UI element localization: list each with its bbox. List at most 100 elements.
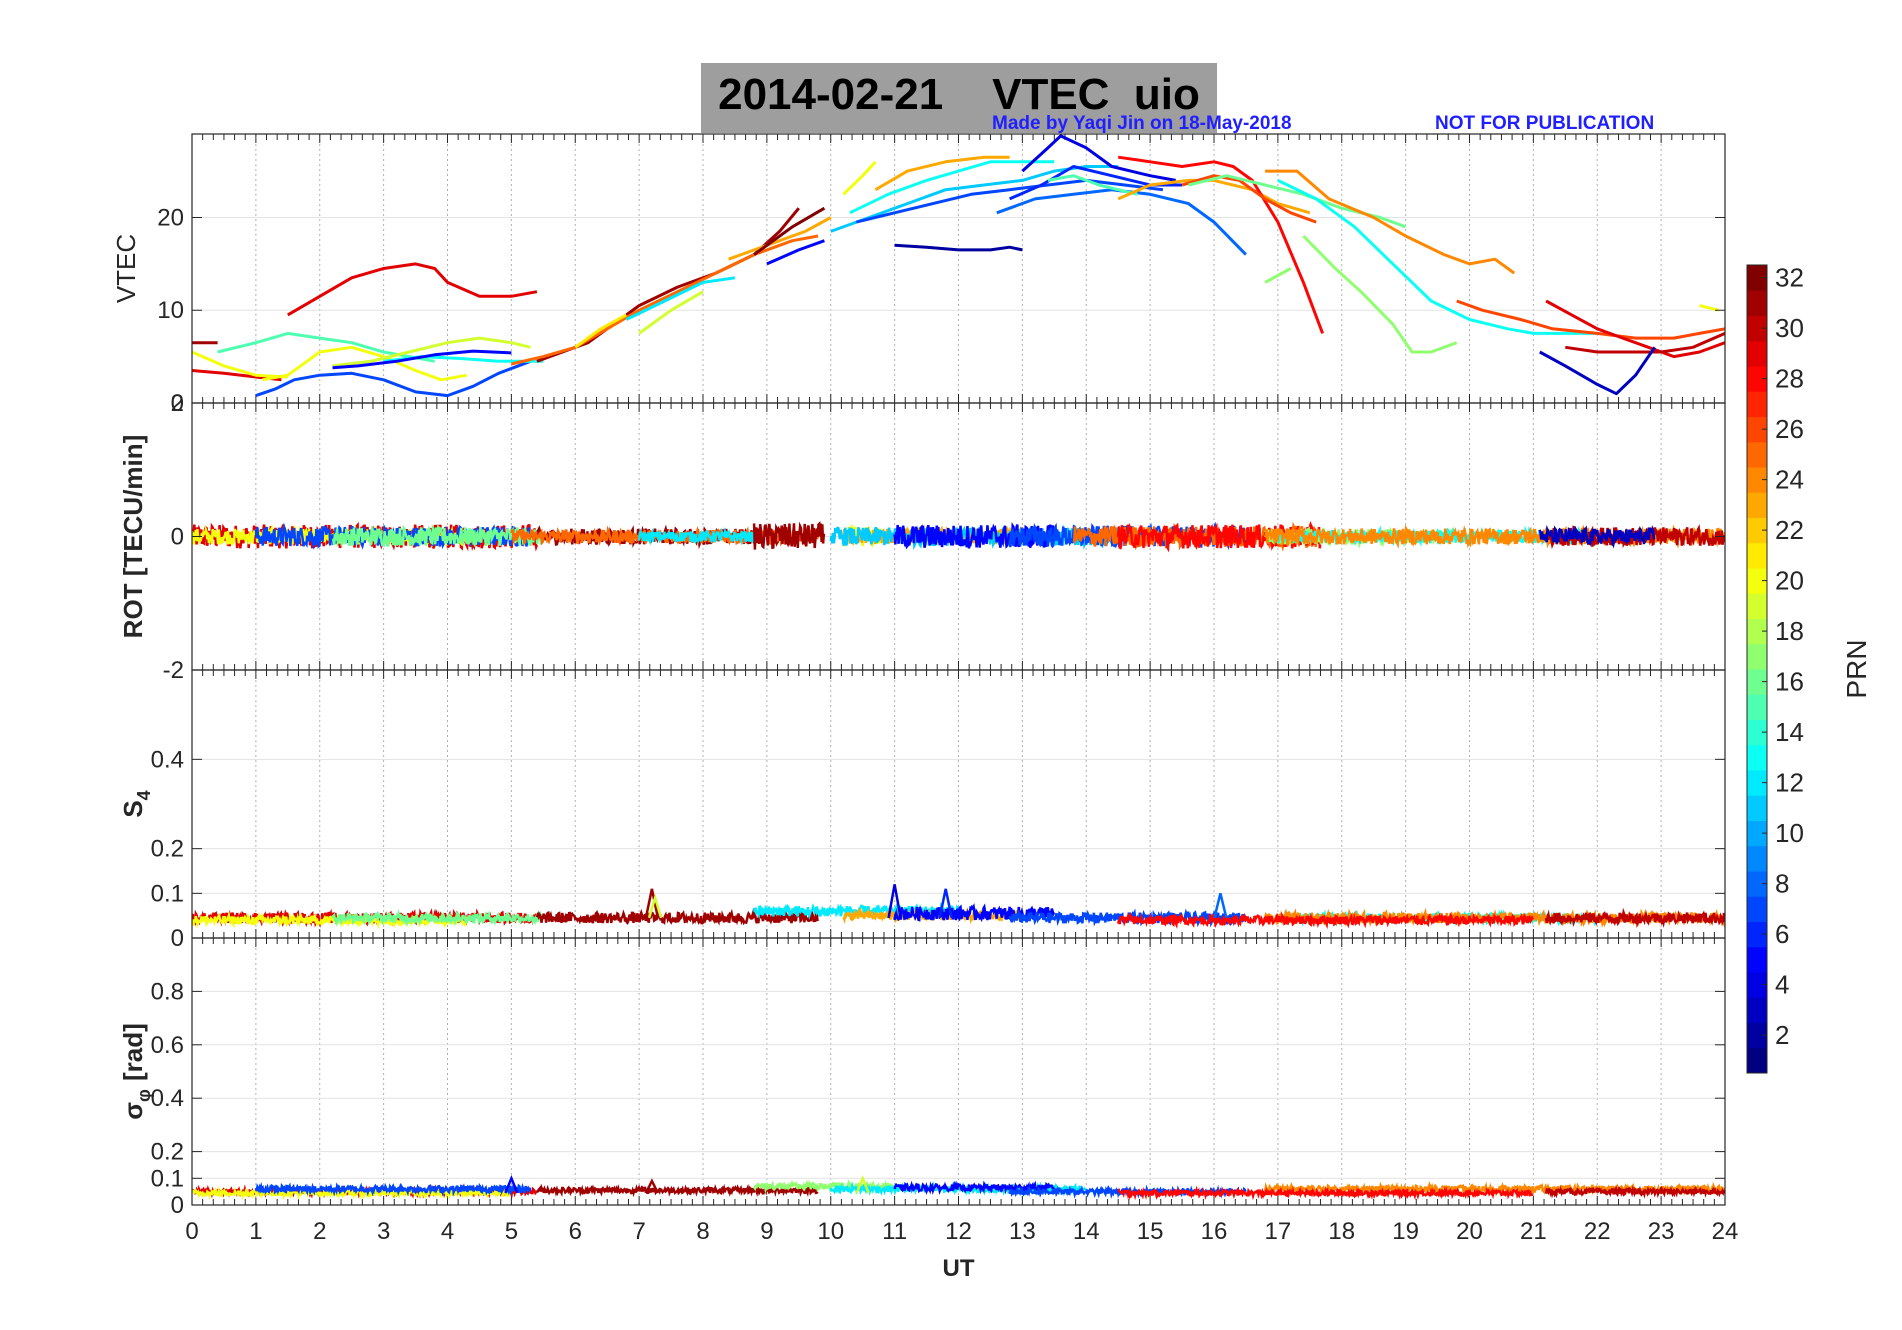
- vtec-series-prn-7: [855, 178, 1164, 224]
- vtec-series-prn-20: [842, 160, 877, 196]
- vtec-series-prn-17: [1302, 234, 1458, 354]
- colorbar-swatch: [1747, 366, 1767, 392]
- y-tick-label: 0: [171, 925, 184, 952]
- x-tick-label: 3: [377, 1218, 390, 1245]
- colorbar-swatch: [1747, 517, 1767, 544]
- title-date: 2014-02-21: [718, 70, 944, 119]
- colorbar-swatch: [1747, 719, 1767, 746]
- y-axis-label: σφ[rad]: [118, 1023, 154, 1119]
- colorbar-frame: [1746, 264, 1768, 1074]
- vtec-series-prn-15: [1047, 174, 1138, 196]
- vtec-series-prn-26: [1456, 299, 1725, 340]
- y-tick-label: 0.4: [151, 1085, 184, 1112]
- sigma-series-prn-7: [254, 1181, 532, 1197]
- sigma-spike-prn-5: [504, 1174, 519, 1194]
- colorbar-tick-label: 26: [1775, 414, 1804, 444]
- vtec-series-prn-2: [894, 243, 1023, 252]
- x-axis-label: UT: [943, 1255, 975, 1282]
- colorbar-swatch: [1747, 972, 1767, 998]
- y-tick-label: 20: [157, 204, 184, 231]
- y-tick-label: -2: [163, 657, 184, 684]
- colorbar-swatch: [1747, 290, 1767, 316]
- y-tick-label: 0: [171, 1192, 184, 1219]
- vtec-series-prn-7: [255, 359, 532, 398]
- colorbar-tick-label: 8: [1775, 869, 1789, 899]
- x-tick-label: 13: [1009, 1218, 1036, 1245]
- vtec-series-prn-31: [536, 207, 800, 363]
- vtec-series-prn-23: [874, 155, 1010, 191]
- y-tick-label: 2: [171, 390, 184, 417]
- colorbar-swatch: [1747, 820, 1767, 847]
- vtec-series-prn-20: [262, 345, 467, 382]
- s4-spike-prn-6: [938, 888, 953, 919]
- s4-spike-prn-31: [644, 888, 660, 919]
- vtec-series-prn-21: [574, 313, 628, 349]
- colorbar-swatch: [1747, 568, 1767, 594]
- s4-series-prn-28: [1116, 911, 1535, 930]
- colorbar-tick-label: 18: [1775, 616, 1804, 646]
- vtec-series-prn-19: [332, 336, 531, 368]
- y-axis-label-subscript: φ: [134, 1089, 154, 1102]
- vtec-series-prn-8: [996, 188, 1247, 256]
- rot-series-prn-3: [1538, 524, 1656, 549]
- x-tick-label: 7: [632, 1218, 645, 1245]
- y-tick-label: 0.1: [151, 1165, 184, 1192]
- vtec-series-prn-20: [1699, 304, 1719, 312]
- colorbar-tick-label: 32: [1775, 263, 1804, 293]
- colorbar-swatch: [1747, 492, 1767, 518]
- colorbar-tick-label: 22: [1775, 515, 1804, 545]
- rot-series-prn-16: [331, 523, 545, 548]
- data-group: [192, 134, 1725, 398]
- vtec-series-prn-28: [1117, 155, 1325, 334]
- title-metric: VTEC: [992, 70, 1110, 119]
- vtec-series-prn-13: [849, 160, 1055, 215]
- x-tick-label: 23: [1648, 1218, 1675, 1245]
- x-tick-label: 24: [1712, 1218, 1739, 1245]
- y-tick-label: 10: [157, 297, 184, 324]
- colorbar-tick-label: 14: [1775, 717, 1804, 747]
- vtec-series-prn-5: [332, 349, 512, 370]
- colorbar-swatch: [1747, 593, 1767, 619]
- vtec-series-prn-13: [1277, 179, 1598, 335]
- x-tick-label: 16: [1201, 1218, 1228, 1245]
- x-tick-label: 10: [817, 1218, 844, 1245]
- vtec-series-prn-32: [753, 206, 826, 256]
- x-tick-label: 2: [313, 1218, 326, 1245]
- s4-series-prn-16: [331, 908, 545, 928]
- credit-text: Made by Yaqi Jin on 18-May-2018: [992, 113, 1292, 134]
- colorbar-swatch: [1747, 694, 1767, 720]
- colorbar-tick-label: 6: [1775, 919, 1789, 949]
- colorbar-swatch: [1747, 669, 1767, 695]
- vtec-series-prn-29: [287, 262, 538, 317]
- panel-sigma: 00.10.20.40.60.8σφ[rad]: [118, 937, 1726, 1219]
- colorbar-swatch: [1747, 315, 1767, 342]
- colorbar-swatch: [1747, 416, 1767, 443]
- colorbar-swatch: [1747, 946, 1767, 973]
- colorbar-tick-label: 24: [1775, 465, 1804, 495]
- vtec-series-prn-4: [1021, 134, 1176, 182]
- axes-frame: [191, 937, 1726, 1206]
- colorbar-swatch: [1747, 542, 1767, 569]
- data-group: [192, 520, 1725, 553]
- colorbar-swatch: [1747, 1022, 1767, 1049]
- colorbar-tick-label: 2: [1775, 1020, 1789, 1050]
- colorbar-swatch: [1747, 340, 1767, 367]
- vtec-series-prn-24: [1265, 169, 1516, 275]
- s4-spike-prn-19: [647, 893, 663, 919]
- x-tick-label: 0: [185, 1218, 198, 1245]
- colorbar-swatch: [1747, 795, 1767, 821]
- data-group: [192, 884, 1725, 930]
- y-axis-label: S4: [118, 790, 154, 817]
- y-tick-label: 0: [171, 524, 184, 551]
- y-axis-label-suffix: [rad]: [118, 1023, 148, 1081]
- s4-series-prn-30: [1544, 907, 1725, 929]
- y-axis-label-subscript: 4: [134, 790, 154, 800]
- sigma-spike-prn-31: [644, 1178, 660, 1194]
- s4-series-prn-7: [1008, 908, 1247, 928]
- y-tick-label: 0.8: [151, 978, 184, 1005]
- sigma-series-prn-30: [1544, 1184, 1725, 1199]
- vtec-series-prn-15: [217, 331, 435, 363]
- vtec-series-prn-25: [511, 234, 819, 366]
- vtec-series-prn-29: [1545, 299, 1725, 359]
